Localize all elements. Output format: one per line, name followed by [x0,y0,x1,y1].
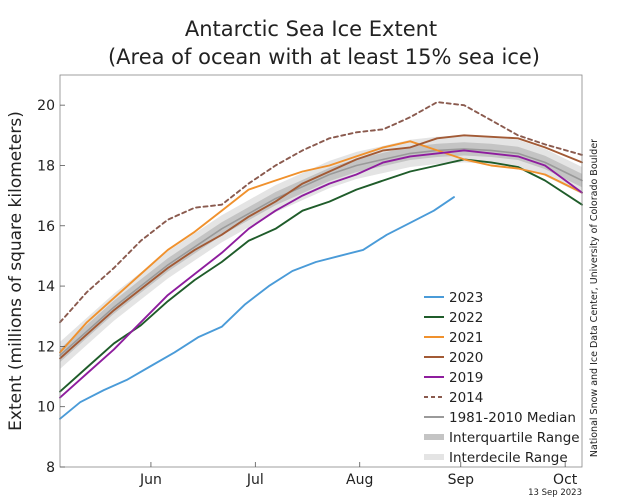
y-tick-label: 20 [37,98,55,114]
y-tick-label: 14 [37,279,55,295]
series-line-2023 [59,196,455,420]
legend-label-2023: 2023 [449,290,483,306]
x-tick-label: Aug [346,472,373,488]
x-tick-label: Jun [139,472,162,488]
series-line-2014 [59,101,583,324]
y-tick-label: 8 [46,460,55,476]
legend-label-2014: 2014 [449,390,483,406]
x-tick-label: Jul [246,472,264,488]
chart-subtitle: (Area of ocean with at least 15% sea ice… [108,45,540,69]
x-tick-label: Sep [448,472,475,488]
legend-label-interdecile-range: Interdecile Range [449,450,568,466]
x-axis: Jun Jul Aug Sep Oct [139,462,578,488]
series-line-2019 [59,149,583,399]
date-stamp: 13 Sep 2023 [528,488,582,498]
plot-frame [59,74,583,468]
legend: 2023 2022 2021 2020 2019 2014 1981-2010 Median… [424,290,580,466]
series-line-1981-2010-median [59,148,583,357]
credit-text: National Snow and Ice Data Center, Unive… [589,139,600,457]
y-tick-label: 16 [37,219,55,235]
series-line-2020 [59,134,583,360]
y-axis-label: Extent (millions of square kilometers) [6,111,26,431]
ranges-layer [60,135,582,369]
band-interdecile-range [60,135,582,369]
chart-title: Antarctic Sea Ice Extent [185,17,437,41]
legend-label-2021: 2021 [449,330,483,346]
series-line-2022 [59,158,583,393]
x-tick-label: Oct [553,472,578,488]
series-layer [59,101,583,420]
series-line-2021 [59,140,583,354]
legend-label-2022: 2022 [449,310,483,326]
y-axis: 8 10 12 14 16 18 20 [37,98,65,476]
legend-label-2019: 2019 [449,370,483,386]
y-tick-label: 12 [37,339,55,355]
y-tick-label: 18 [37,158,55,174]
legend-label-1981-2010-median: 1981-2010 Median [449,410,576,426]
legend-label-interquartile-range: Interquartile Range [449,430,580,446]
y-tick-label: 10 [37,400,55,416]
legend-label-2020: 2020 [449,350,483,366]
